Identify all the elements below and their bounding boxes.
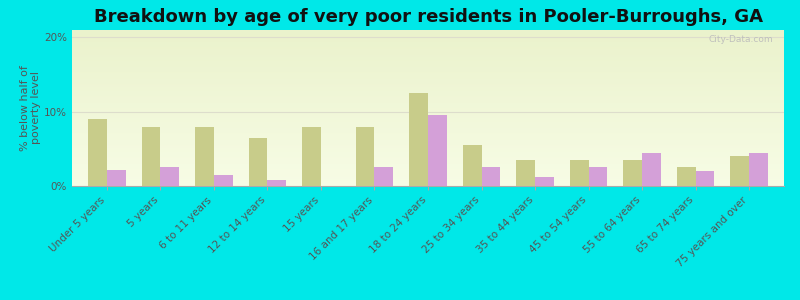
- Bar: [428, 116, 446, 186]
- Bar: [302, 127, 321, 186]
- Title: Breakdown by age of very poor residents in Pooler-Burroughs, GA: Breakdown by age of very poor residents …: [94, 8, 762, 26]
- Bar: [750, 153, 768, 186]
- Bar: [374, 167, 394, 186]
- Bar: [570, 160, 589, 186]
- Bar: [160, 167, 179, 186]
- Bar: [516, 160, 535, 186]
- Bar: [195, 127, 214, 186]
- Bar: [142, 127, 160, 186]
- Bar: [482, 167, 500, 186]
- Bar: [623, 160, 642, 186]
- Y-axis label: % below half of
poverty level: % below half of poverty level: [20, 65, 42, 151]
- Bar: [249, 138, 267, 186]
- Bar: [267, 180, 286, 186]
- Bar: [696, 171, 714, 186]
- Bar: [642, 153, 661, 186]
- Bar: [730, 156, 750, 186]
- Bar: [106, 170, 126, 186]
- Bar: [356, 127, 374, 186]
- Bar: [535, 177, 554, 186]
- Bar: [589, 167, 607, 186]
- Bar: [677, 167, 696, 186]
- Bar: [214, 175, 233, 186]
- Bar: [88, 119, 106, 186]
- Bar: [462, 145, 482, 186]
- Text: City-Data.com: City-Data.com: [709, 35, 774, 44]
- Bar: [410, 93, 428, 186]
